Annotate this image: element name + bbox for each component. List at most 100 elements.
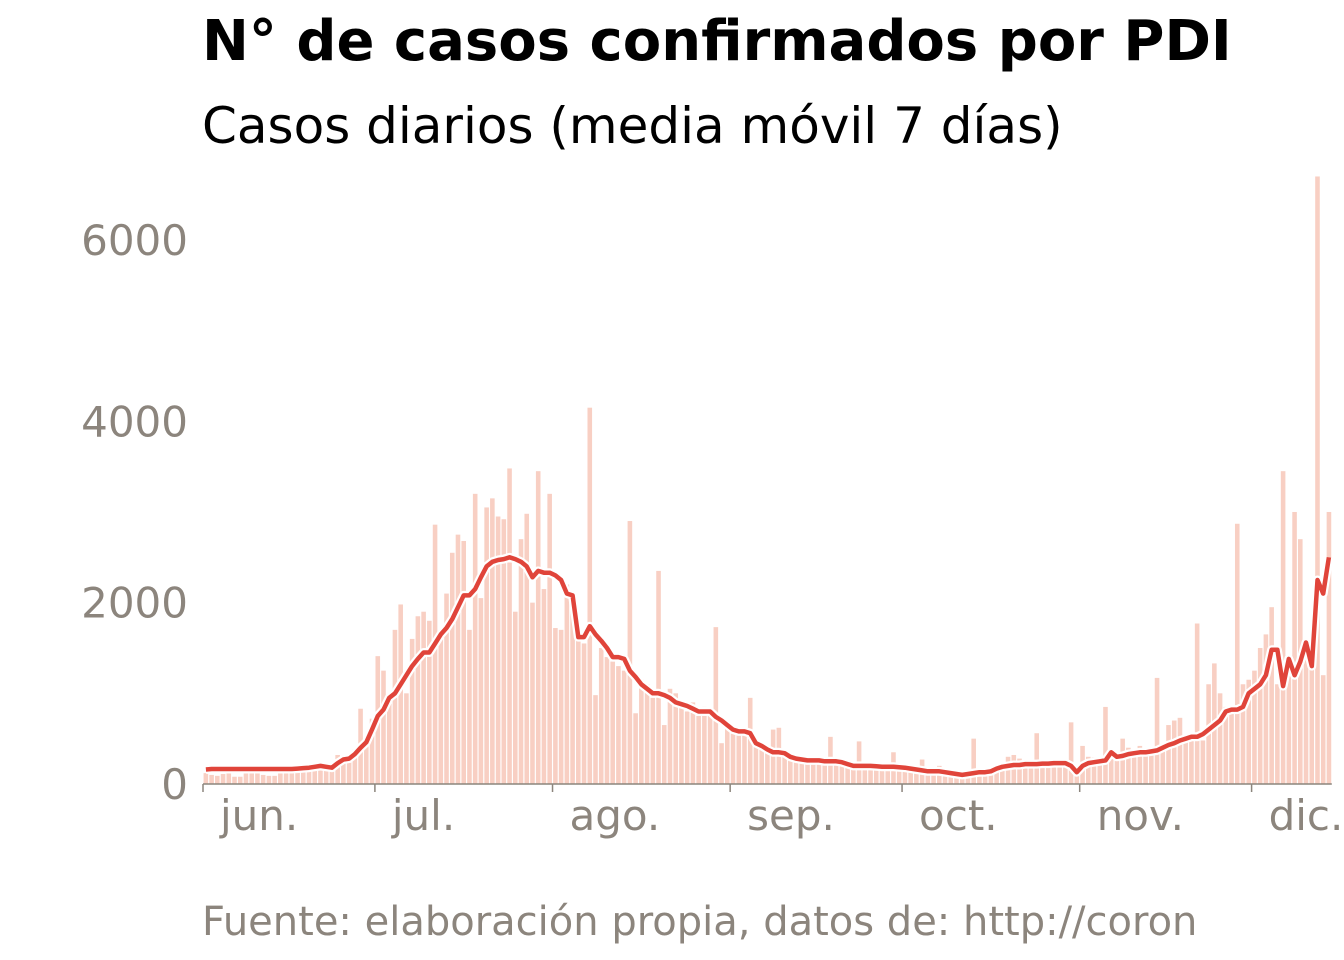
bar — [673, 693, 679, 784]
bar — [707, 711, 713, 784]
bar — [432, 524, 438, 784]
bar — [570, 598, 575, 784]
bar — [364, 742, 369, 784]
bar — [1097, 758, 1103, 784]
bar — [260, 774, 266, 784]
bar — [1286, 666, 1292, 784]
bar — [788, 758, 793, 784]
bar — [713, 627, 719, 784]
bar — [782, 754, 787, 784]
bar — [215, 775, 220, 784]
bar — [1068, 722, 1074, 784]
bar — [942, 770, 948, 784]
bar — [278, 773, 283, 784]
bar — [427, 620, 432, 784]
bar — [220, 774, 226, 784]
bar — [593, 695, 598, 784]
bar — [839, 764, 845, 784]
bar — [501, 519, 507, 784]
bar — [398, 604, 403, 784]
bar — [810, 758, 816, 784]
bar — [873, 768, 879, 784]
bar — [535, 471, 541, 784]
bar — [896, 767, 902, 784]
bar — [879, 766, 885, 784]
bar — [1074, 770, 1080, 784]
bar — [765, 752, 770, 784]
bar — [587, 407, 593, 784]
bar — [604, 657, 610, 784]
bar — [541, 589, 547, 784]
y-tick-label: 2000 — [81, 579, 188, 628]
bar — [690, 702, 696, 784]
bar — [1183, 738, 1188, 784]
bar — [730, 729, 736, 784]
bar — [598, 647, 604, 784]
bar — [725, 725, 730, 784]
bar — [977, 772, 982, 784]
bar — [1149, 747, 1154, 784]
bar — [684, 711, 690, 784]
bar — [994, 767, 999, 784]
x-tick-label: jun. — [219, 791, 298, 840]
bar — [558, 629, 564, 784]
y-tick-label: 4000 — [81, 397, 188, 446]
bar — [1091, 757, 1097, 784]
bar — [576, 634, 581, 784]
bar — [1177, 717, 1183, 784]
bar — [696, 715, 701, 784]
bar — [295, 769, 300, 784]
bar — [1240, 684, 1246, 784]
bar — [1103, 706, 1108, 784]
bar — [822, 760, 827, 784]
bar — [1120, 738, 1125, 784]
bar — [507, 468, 512, 784]
bar — [1246, 679, 1252, 784]
bar — [386, 695, 392, 784]
bar — [667, 688, 673, 784]
bar — [438, 638, 444, 784]
bar — [931, 772, 936, 784]
bar — [948, 774, 954, 784]
bar — [369, 718, 375, 784]
bar — [1040, 765, 1045, 784]
bar — [530, 602, 535, 784]
bar — [1137, 745, 1143, 784]
bar — [616, 666, 621, 784]
bar — [1143, 750, 1148, 784]
bar — [455, 534, 461, 784]
bar — [392, 629, 398, 784]
bar — [381, 670, 386, 784]
bar — [472, 493, 478, 784]
bar — [1051, 763, 1057, 784]
bar — [1160, 749, 1166, 784]
bar — [553, 628, 558, 784]
bar — [323, 769, 329, 784]
chart-title: N° de casos confirmados por PDI — [202, 9, 1232, 74]
bar — [232, 776, 237, 784]
bar — [1000, 765, 1005, 784]
bar — [329, 771, 335, 784]
bar — [352, 749, 358, 784]
bar — [404, 693, 409, 784]
bar — [1154, 677, 1160, 784]
bar — [209, 774, 214, 784]
bar — [1057, 762, 1062, 784]
bar — [679, 706, 684, 784]
bar — [1320, 675, 1326, 784]
bar — [1275, 684, 1280, 784]
x-tick-label: ago. — [570, 791, 661, 840]
bar — [1028, 762, 1034, 784]
bar — [954, 774, 959, 784]
bar — [237, 776, 243, 784]
bar — [661, 725, 667, 784]
bar — [1263, 634, 1269, 784]
bar — [289, 770, 295, 784]
bar — [484, 507, 489, 784]
bar — [719, 743, 724, 784]
bar — [1131, 749, 1137, 784]
bar — [868, 767, 873, 784]
x-tick-label: oct. — [919, 791, 998, 840]
bar — [318, 763, 323, 784]
